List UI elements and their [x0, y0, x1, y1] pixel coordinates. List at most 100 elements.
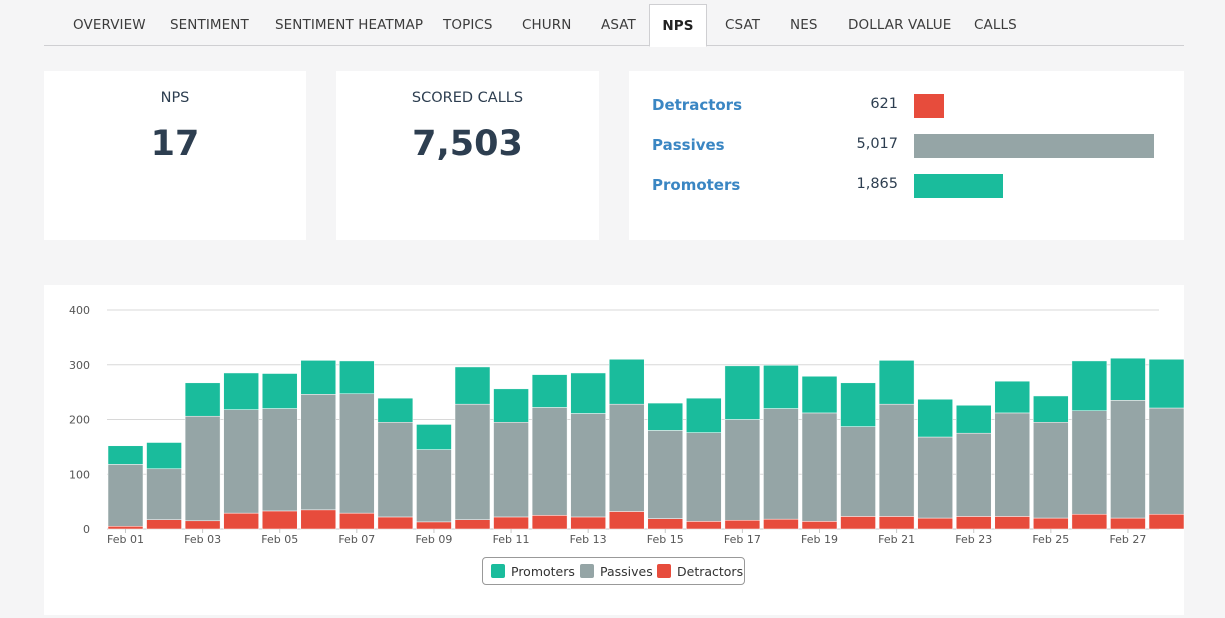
x-tick-label: Feb 17: [724, 533, 761, 546]
bar-segment-passives: [1110, 400, 1146, 519]
x-tick-label: Feb 23: [955, 533, 992, 546]
x-tick-label: Feb 01: [107, 533, 144, 546]
tab-sentiment-heatmap[interactable]: SENTIMENT HEATMAP: [275, 17, 424, 33]
promoters-link[interactable]: Promoters: [652, 176, 741, 194]
bar-segment-promoters: [1110, 357, 1146, 401]
bar-segment-detractors: [146, 519, 182, 530]
tab-csat[interactable]: CSAT: [725, 17, 761, 33]
bar-segment-passives: [531, 407, 568, 516]
bar-segment-passives: [917, 436, 953, 519]
bar-segment-detractors: [1071, 513, 1108, 530]
bar-segment-detractors: [763, 518, 799, 530]
bar-segment-passives: [1071, 410, 1108, 515]
bar-segment-passives: [608, 403, 645, 512]
bar-segment-passives: [454, 403, 491, 520]
bar-segment-passives: [994, 412, 1031, 517]
legend-detractors-label[interactable]: Detractors: [677, 564, 744, 579]
bar-segment-promoters: [686, 397, 722, 433]
y-tick-label: 200: [69, 414, 90, 427]
tab-overview[interactable]: OVERVIEW: [73, 17, 146, 33]
legend-passives-label[interactable]: Passives: [600, 564, 653, 579]
bar-segment-promoters: [878, 360, 915, 405]
x-tick-label: Feb 15: [647, 533, 684, 546]
bar-segment-promoters: [955, 405, 992, 434]
x-tick-label: Feb 25: [1032, 533, 1069, 546]
bar-segment-promoters: [647, 402, 684, 431]
bar-segment-detractors: [917, 517, 953, 530]
bar-segment-promoters: [184, 382, 221, 417]
bar-segment-passives: [300, 394, 337, 511]
bar-segment-promoters: [1033, 395, 1069, 423]
bar-segment-detractors: [686, 521, 722, 530]
bar-segment-promoters: [917, 398, 953, 438]
bar-segment-detractors: [531, 515, 568, 530]
bar-segment-detractors: [994, 516, 1031, 530]
nps-value: 17: [150, 124, 200, 164]
bar-segment-promoters: [531, 374, 568, 408]
tab-nes[interactable]: NES: [790, 17, 818, 33]
bar-segment-promoters: [724, 365, 761, 420]
nps-card: NPS 17: [44, 71, 306, 240]
bar-segment-passives: [570, 413, 606, 518]
bar-segment-passives: [840, 426, 876, 517]
y-tick-label: 400: [69, 304, 90, 317]
x-tick-label: Feb 11: [493, 533, 530, 546]
legend-passives-swatch[interactable]: [580, 564, 594, 578]
bar-segment-passives: [493, 421, 529, 518]
tab-nps[interactable]: NPS: [649, 4, 707, 47]
bar-segment-passives: [878, 403, 915, 517]
bar-segment-detractors: [647, 518, 684, 530]
bar-segment-detractors: [377, 516, 414, 530]
bar-segment-detractors: [339, 512, 375, 530]
bar-segment-passives: [339, 393, 375, 514]
tab-topics[interactable]: TOPICS: [443, 17, 493, 33]
y-tick-label: 100: [69, 468, 90, 481]
tab-calls[interactable]: CALLS: [974, 17, 1017, 33]
x-tick-label: Feb 13: [570, 533, 607, 546]
x-tick-label: Feb 03: [184, 533, 221, 546]
tab-churn[interactable]: CHURN: [522, 17, 572, 33]
bar-segment-passives: [223, 409, 259, 514]
bar-segment-detractors: [184, 520, 221, 530]
bar-segment-promoters: [146, 442, 182, 470]
scored-calls-label: SCORED CALLS: [411, 90, 524, 106]
bar-segment-promoters: [801, 375, 838, 414]
bar-segment-promoters: [223, 372, 259, 410]
passives-link[interactable]: Passives: [652, 136, 725, 154]
tab-sentiment[interactable]: SENTIMENT: [170, 17, 249, 33]
bar-segment-detractors: [955, 516, 992, 530]
legend-promoters-label[interactable]: Promoters: [511, 564, 575, 579]
bar-segment-detractors: [416, 521, 452, 530]
bar-segment-promoters: [608, 359, 645, 405]
tab-dollar-value[interactable]: DOLLAR VALUE: [848, 17, 952, 33]
detractors-count: 621: [870, 96, 898, 112]
bar-segment-promoters: [300, 360, 337, 395]
tab-bar: OVERVIEW SENTIMENT SENTIMENT HEATMAP TOP…: [44, 4, 1184, 47]
bar-segment-promoters: [261, 373, 298, 409]
bar-segment-passives: [955, 432, 992, 517]
x-tick-label: Feb 27: [1109, 533, 1146, 546]
bar-segment-passives: [377, 421, 414, 518]
bar-segment-promoters: [1071, 360, 1108, 411]
legend-promoters-swatch[interactable]: [491, 564, 505, 578]
bar-segment-promoters: [107, 445, 144, 465]
bar-segment-detractors: [1110, 517, 1146, 530]
bar-segment-detractors: [878, 516, 915, 530]
detractors-link[interactable]: Detractors: [652, 96, 743, 114]
bar-segment-detractors: [570, 516, 606, 530]
detractors-bar: [914, 94, 944, 118]
bar-segment-detractors: [1148, 513, 1185, 530]
bar-segment-detractors: [1033, 517, 1069, 530]
bar-segment-detractors: [801, 521, 838, 530]
bar-segment-promoters: [994, 380, 1031, 414]
tab-asat[interactable]: ASAT: [601, 17, 636, 33]
bar-segment-promoters: [1148, 359, 1185, 409]
bar-segment-detractors: [300, 509, 337, 530]
bar-segment-passives: [801, 412, 838, 522]
bar-segment-detractors: [493, 516, 529, 530]
nps-distribution-card: Detractors 621 Passives 5,017 Promoters …: [629, 71, 1184, 240]
legend-detractors-swatch[interactable]: [657, 564, 671, 578]
x-tick-label: Feb 21: [878, 533, 915, 546]
bar-segment-passives: [724, 419, 761, 521]
bar-segment-detractors: [840, 516, 876, 530]
